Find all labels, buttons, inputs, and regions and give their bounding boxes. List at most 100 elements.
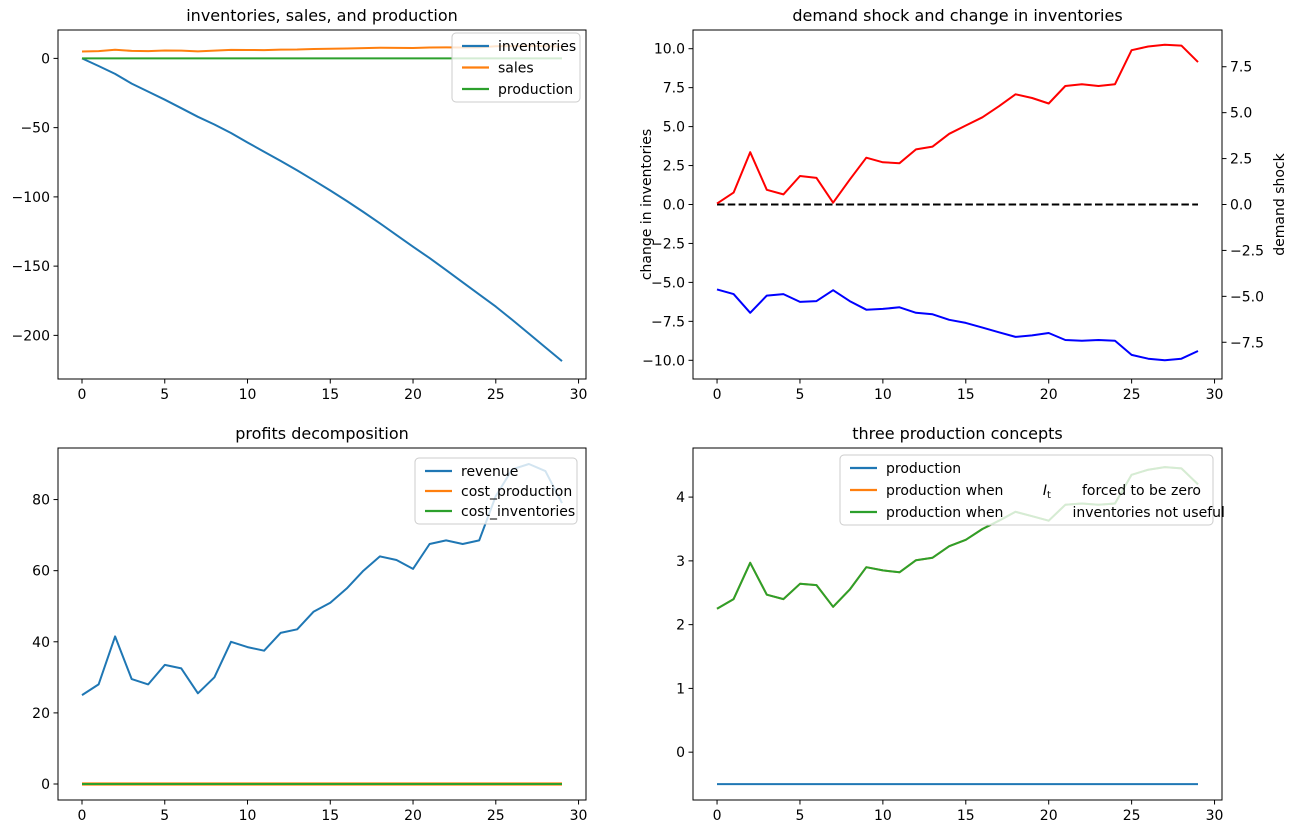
x-tick-label: 25 [1123,387,1141,403]
legend-label: cost_inventories [461,504,575,520]
y-tick-label: 1 [676,681,685,697]
legend-label-segment: sales [498,61,534,77]
legend-label: production [886,461,961,477]
y-tick-right-label: −5.0 [1230,289,1264,305]
y-tick-label: −2.5 [651,236,685,252]
x-tick-label: 0 [78,808,87,824]
legend-item: production when It forced to be zero [850,483,1201,501]
y-axis-left: 10.0 7.5 5.0 2.5 0.0 −2.5 −5.0 −7.5 −10.0 [642,42,693,369]
x-tick-label: 0 [78,387,87,403]
x-tick-label: 0 [713,808,722,824]
legend-label-segment: cost_production [461,484,572,500]
legend-item: sales [462,61,534,77]
y-tick-label: 0 [676,745,685,761]
y-tick-right-label: 0.0 [1230,198,1252,214]
x-tick-label: 25 [487,387,505,403]
y-tick-label: 5.0 [663,120,685,136]
x-tick-label: 25 [487,808,505,824]
legend-label: production when inventories not useful [886,505,1225,521]
y-tick-label: 3 [676,554,685,570]
y-tick-right-label: −7.5 [1230,335,1264,351]
x-tick-label: 10 [239,808,257,824]
legend-label-segment: inventories [498,39,576,55]
x-tick-label: 10 [874,808,892,824]
legend: revenue cost_production cost_inventories [414,457,578,525]
chart-three-production-concepts: 0 5 10 15 20 25 30 0 1 2 3 4 three production concep… [676,424,1225,824]
x-tick-label: 15 [957,387,975,403]
chart-profits-decomposition: 0 5 10 15 20 25 30 0 20 40 60 80 profits decompositi… [32,424,587,824]
x-tick-label: 15 [957,808,975,824]
x-tick-label: 30 [1206,808,1224,824]
x-tick-label: 15 [321,808,339,824]
legend-box [451,32,581,103]
y-tick-label: 80 [32,493,50,509]
y-tick-label: −150 [12,259,50,275]
legend-item: revenue [425,464,518,480]
axes-frame [57,29,587,380]
legend-label: cost_production [461,484,572,500]
x-tick-label: 30 [570,387,588,403]
series-change-in-inventories [716,288,1199,362]
plot-area [81,463,563,786]
legend-label-segment: production [886,461,961,477]
y-tick-label: 4 [676,490,685,506]
x-axis: 0 5 10 15 20 25 30 [713,800,1224,824]
axes-frame [692,447,1223,801]
y-tick-label: 20 [32,706,50,722]
x-tick-label: 5 [160,808,169,824]
series-demand-shock [716,43,1199,205]
x-tick-label: 20 [1040,387,1058,403]
y-tick-label: −200 [12,328,50,344]
x-tick-label: 5 [160,387,169,403]
legend-item: production [850,461,961,477]
x-tick-label: 20 [404,808,422,824]
y-tick-label: 0 [41,51,50,67]
x-axis: 0 5 10 15 20 25 30 [78,800,588,824]
y-tick-label: −50 [20,121,50,137]
x-tick-label: 20 [404,387,422,403]
legend-label-segment: inventories not useful [1072,505,1224,521]
x-tick-label: 30 [570,808,588,824]
x-tick-label: 30 [1206,387,1224,403]
legend-label-segment: cost_inventories [461,504,575,520]
legend-item: cost_inventories [425,504,575,520]
y-axis-label-left: change in inventories [639,129,655,280]
legend-label: production [498,82,573,98]
y-tick-label: 2.5 [663,159,685,175]
y-tick-label: 0 [41,777,50,793]
legend-label-segment: production when [886,483,1008,499]
legend-box [414,457,578,525]
x-tick-label: 20 [1040,808,1058,824]
legend-label: inventories [498,39,576,55]
x-tick-label: 5 [795,387,804,403]
legend-label-segment: production when [886,505,1003,521]
y-tick-right-label: 7.5 [1230,60,1252,76]
plot-area [716,43,1199,362]
y-axis-left: 0 1 2 3 4 [676,490,693,761]
legend-item: cost_production [425,484,572,500]
y-tick-label: −7.5 [651,314,685,330]
x-tick-label: 10 [239,387,257,403]
chart-title: demand shock and change in inventories [792,6,1122,25]
chart-demand-shock-change-inventories: 0 5 10 15 20 25 30 10.0 7.5 5.0 2.5 0.0 −2.5 −5.0 −7.5… [639,6,1288,403]
chart-title: inventories, sales, and production [186,6,458,25]
y-tick-label: −5.0 [651,275,685,291]
legend-label-segment: production [498,82,573,98]
legend-label-segment: t [1047,490,1051,501]
y-tick-label: 2 [676,618,685,634]
legend-label: revenue [461,464,518,480]
y-axis-left: 0 −50 −100 −150 −200 [12,51,58,344]
y-tick-label: 60 [32,564,50,580]
legend-item: inventories [462,39,576,55]
axes-frame [57,447,587,801]
y-axis-label-right: demand shock [1272,152,1288,255]
legend: production production when It forced to be… [839,454,1225,526]
legend-item: production [462,82,573,98]
x-tick-label: 5 [795,808,804,824]
legend-label-segment: I [1043,483,1047,499]
y-tick-right-label: −2.5 [1230,243,1264,259]
legend-label-segment: forced to be zero [1082,483,1201,499]
chart-title: three production concepts [852,424,1063,443]
